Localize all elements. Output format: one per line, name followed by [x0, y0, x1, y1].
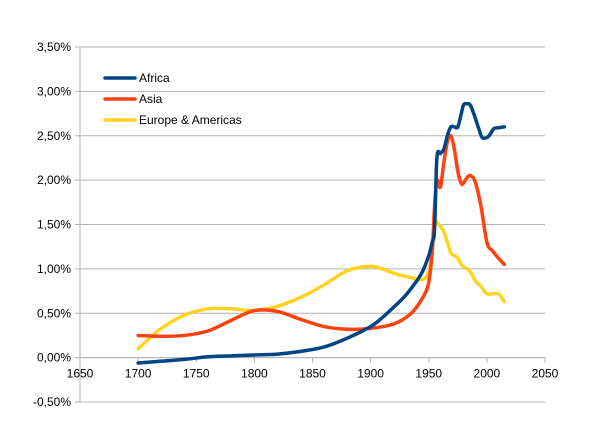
y-tick-label: 0,50% — [37, 306, 71, 320]
y-tick-label: 3,00% — [37, 84, 71, 98]
x-tick-label: 1800 — [241, 367, 268, 381]
x-tick-label: 1950 — [415, 367, 442, 381]
legend-label: Europe & Americas — [139, 113, 242, 127]
y-tick-label: 1,50% — [37, 218, 71, 232]
legend-label: Asia — [139, 92, 163, 106]
y-tick-label: -0,50% — [33, 395, 71, 409]
series-line-europe-americas — [136, 216, 507, 351]
y-tick-label: 2,00% — [37, 173, 71, 187]
y-tick-label: 3,50% — [37, 40, 71, 54]
y-tick-label: 1,00% — [37, 262, 71, 276]
y-tick-label: 0,00% — [37, 351, 71, 365]
series-line-africa — [136, 101, 507, 365]
legend: Africa Asia Europe & Americas — [103, 71, 242, 127]
x-tick-label: 1750 — [183, 367, 210, 381]
x-tick-label: 2000 — [474, 367, 501, 381]
x-tick-label: 1900 — [357, 367, 384, 381]
x-tick-label: 1700 — [125, 367, 152, 381]
y-tick-label: 2,50% — [37, 129, 71, 143]
series-lines — [136, 101, 507, 365]
series-line-asia — [136, 133, 507, 339]
legend-label: Africa — [139, 71, 170, 85]
x-tick-label: 2050 — [532, 367, 559, 381]
x-tick-label: 1850 — [299, 367, 326, 381]
x-tick-label: 1650 — [67, 367, 94, 381]
axes: -0,50% 0,00% 0,50% 1,00% 1,50% 2,00% 2,50% 3,00… — [33, 40, 559, 409]
